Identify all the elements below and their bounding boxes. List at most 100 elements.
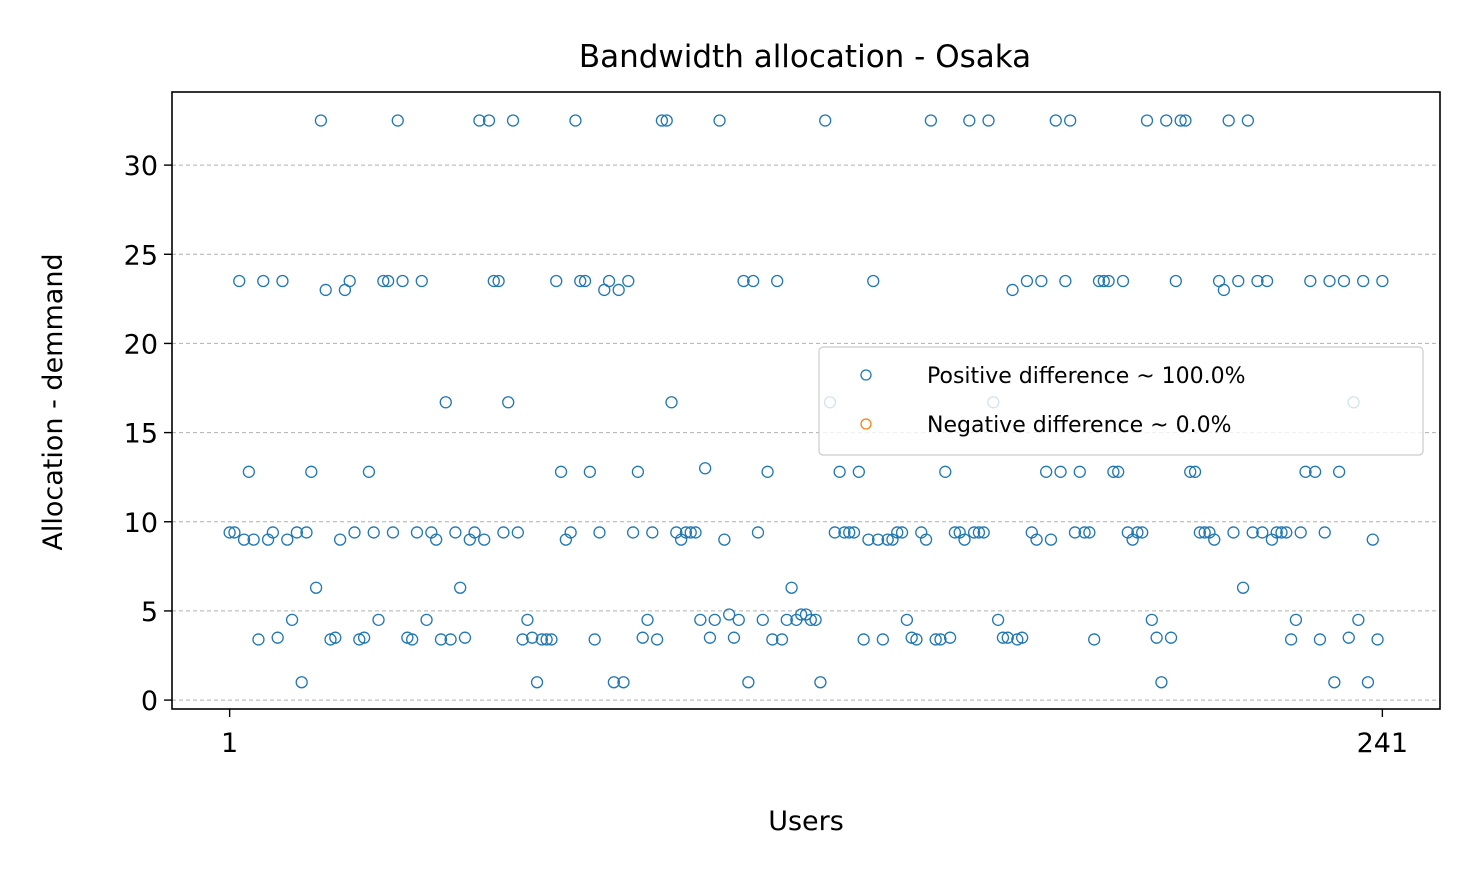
data-point <box>449 526 462 539</box>
data-point <box>487 274 500 288</box>
data-points <box>223 114 1389 689</box>
y-axis-ticks: 0 5 10 15 20 25 30 <box>124 151 172 717</box>
data-point <box>900 613 914 626</box>
x-axis-ticks: 1 241 <box>221 709 1408 759</box>
data-point <box>233 274 246 288</box>
data-point <box>622 274 635 288</box>
data-point <box>852 465 865 478</box>
data-point <box>1083 526 1096 539</box>
data-point <box>530 676 544 689</box>
data-point <box>276 274 289 288</box>
data-point <box>996 631 1010 644</box>
data-point <box>607 676 621 689</box>
data-point <box>357 631 371 644</box>
legend-marker-negative <box>860 418 872 430</box>
data-point <box>1299 465 1312 478</box>
data-point <box>910 633 923 646</box>
data-point <box>406 633 419 646</box>
data-point <box>482 114 496 127</box>
data-point <box>732 613 745 626</box>
data-point <box>871 533 885 546</box>
data-point <box>1068 526 1082 539</box>
legend-box <box>818 346 1424 456</box>
data-point <box>1040 465 1053 478</box>
data-point <box>444 633 457 646</box>
data-point <box>242 465 255 478</box>
data-point <box>718 533 731 546</box>
data-point <box>1044 533 1058 546</box>
data-point <box>223 526 236 539</box>
data-point <box>723 608 736 621</box>
plot-area-frame <box>171 91 1441 710</box>
data-point <box>362 465 376 478</box>
data-point <box>679 526 693 539</box>
data-point <box>1136 526 1149 539</box>
data-point <box>867 274 880 288</box>
data-point <box>1169 274 1182 288</box>
data-point <box>420 613 433 626</box>
data-point <box>247 533 260 546</box>
data-point <box>838 526 851 539</box>
data-point <box>1073 465 1086 478</box>
data-point <box>948 526 962 539</box>
data-point <box>737 274 750 288</box>
y-tick-label: 20 <box>124 329 158 360</box>
data-point <box>876 633 889 646</box>
data-point <box>862 533 875 546</box>
data-point <box>569 114 582 127</box>
data-point <box>391 114 404 127</box>
data-point <box>458 631 472 644</box>
data-point <box>1116 274 1130 288</box>
data-point <box>1357 274 1370 288</box>
data-point <box>1222 114 1235 127</box>
y-axis-label: Allocation - demmand <box>38 253 69 550</box>
data-point <box>631 465 645 478</box>
data-point <box>252 633 265 646</box>
data-point <box>982 114 995 127</box>
y-tick-label: 25 <box>124 240 158 271</box>
data-point <box>290 526 304 539</box>
data-point <box>439 396 452 409</box>
data-point <box>1198 526 1211 539</box>
data-point <box>857 633 870 646</box>
data-point <box>742 676 755 689</box>
data-point <box>578 274 592 288</box>
data-point <box>506 114 520 127</box>
data-point <box>1155 676 1168 689</box>
data-point <box>1337 274 1351 288</box>
x-axis-label: Users <box>768 806 844 837</box>
data-point <box>1371 633 1384 646</box>
data-point <box>588 633 601 646</box>
data-point <box>1318 526 1331 539</box>
data-point <box>348 526 361 539</box>
data-point <box>1078 526 1091 539</box>
data-point <box>1112 465 1125 478</box>
data-point <box>703 631 717 644</box>
data-point <box>1001 631 1014 644</box>
data-point <box>694 613 707 626</box>
data-point <box>1236 581 1250 594</box>
data-point <box>804 613 817 626</box>
data-point <box>550 274 563 288</box>
data-point <box>924 114 938 127</box>
data-point <box>963 114 976 127</box>
data-point <box>972 526 986 539</box>
data-point <box>1294 526 1307 539</box>
data-point <box>602 274 616 288</box>
data-point <box>943 631 957 644</box>
data-point <box>285 613 299 626</box>
data-point <box>1160 114 1173 127</box>
data-point <box>747 274 760 288</box>
data-point <box>814 676 827 689</box>
data-point <box>257 274 270 288</box>
chart-title: Bandwidth allocation - Osaka <box>579 39 1031 75</box>
data-point <box>1174 114 1187 127</box>
data-point <box>1064 114 1077 127</box>
data-point <box>1366 533 1379 546</box>
data-point <box>1308 465 1322 478</box>
data-point <box>1059 274 1072 288</box>
data-point <box>665 396 678 409</box>
y-tick-label: 15 <box>124 419 158 450</box>
data-point <box>468 526 481 539</box>
